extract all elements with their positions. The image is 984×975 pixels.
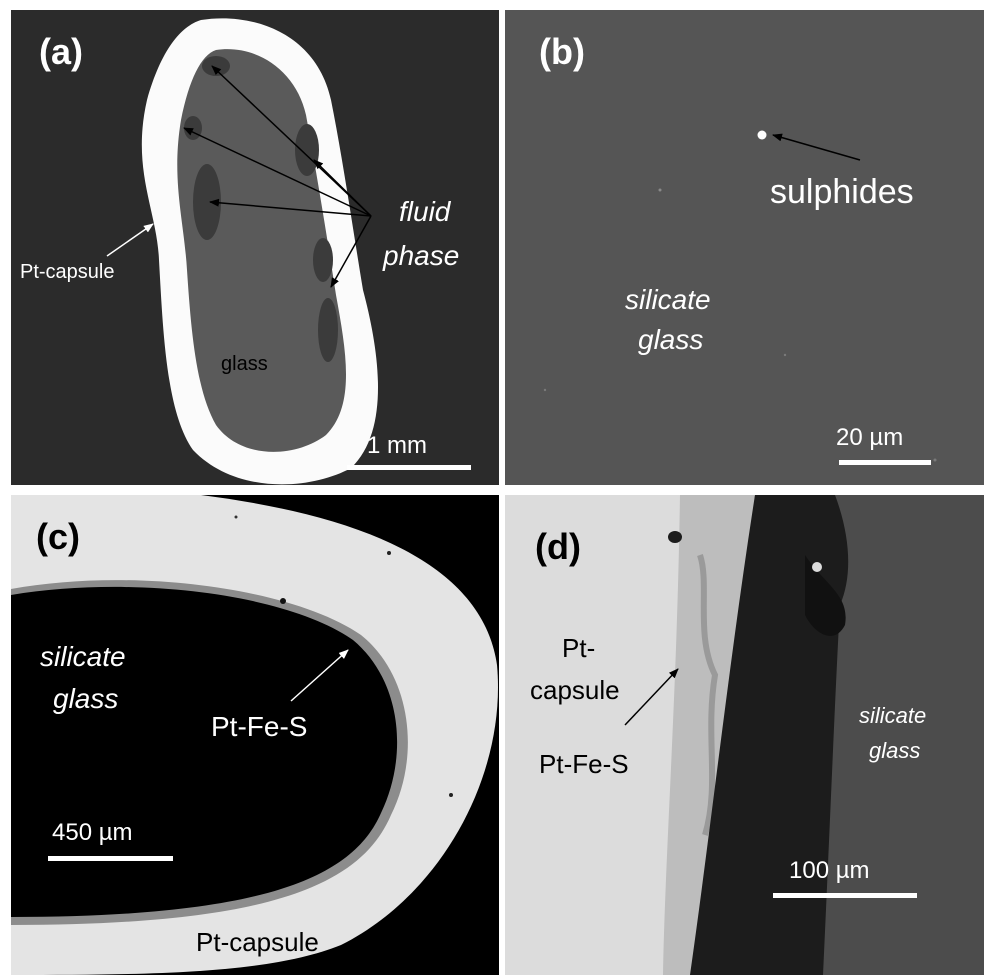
scale-bar-a	[347, 465, 471, 470]
panel-c: (c) silicate glass Pt-Fe-S 450 µm Pt-cap…	[11, 495, 499, 975]
scale-bar-d	[773, 893, 917, 898]
panel-a-label: (a)	[39, 31, 83, 72]
scale-bar-label-d: 100 µm	[789, 857, 870, 884]
silicate-glass-label-2: glass	[869, 738, 921, 763]
panel-a: (a) fluid phase Pt-capsule glass 1 mm	[11, 10, 499, 485]
pt-capsule-label: Pt-capsule	[196, 927, 319, 957]
fluid-blob	[184, 116, 202, 140]
panel-b: (b) sulphides silicate glass 20 µm	[505, 10, 984, 485]
silicate-glass-interior	[11, 586, 398, 917]
sulphides-label: sulphides	[770, 173, 914, 211]
fluid-blob	[295, 124, 319, 176]
pt-fe-s-label: Pt-Fe-S	[539, 749, 629, 779]
sulphide-grain	[658, 188, 662, 192]
sulphide-grain	[783, 353, 787, 357]
panel-c-image	[11, 495, 498, 975]
silicate-glass-label-2: glass	[53, 683, 119, 714]
fluid-phase-label-1: fluid	[399, 196, 451, 227]
scale-bar-label-b: 20 µm	[836, 424, 904, 451]
silicate-glass-label-1: silicate	[40, 641, 126, 672]
pt-capsule-label-2: capsule	[530, 675, 620, 705]
fluid-blob	[193, 164, 221, 240]
scale-bar-label-a: 1 mm	[367, 432, 427, 459]
pt-capsule-label-1: Pt-	[562, 633, 596, 663]
sulphide-grain	[757, 130, 767, 140]
pt-capsule-label: Pt-capsule	[20, 261, 115, 283]
glass-label: glass	[221, 353, 268, 375]
panel-b-image	[543, 130, 937, 462]
pt-fe-s-label: Pt-Fe-S	[211, 711, 308, 742]
fluid-blob	[318, 298, 338, 362]
panel-d: (d) Pt- capsule Pt-Fe-S silicate glass 1…	[505, 495, 984, 975]
panel-d-label: (d)	[535, 526, 581, 567]
scale-bar-b	[839, 460, 931, 465]
scale-bar-c	[48, 856, 173, 861]
silicate-glass-label-1: silicate	[625, 284, 711, 315]
sulphide-grain	[933, 458, 937, 462]
panel-a-image	[106, 18, 378, 485]
panel-c-label: (c)	[36, 516, 80, 557]
panel-d-image	[505, 495, 849, 975]
sulphide-grain	[543, 388, 547, 392]
silicate-glass-label-2: glass	[638, 324, 704, 355]
fluid-blob	[202, 56, 230, 76]
silicate-glass-label-1: silicate	[859, 703, 927, 728]
fluid-phase-label-2: phase	[383, 240, 460, 271]
scale-bar-label-c: 450 µm	[52, 819, 133, 846]
fluid-blob	[313, 238, 333, 282]
panel-b-label: (b)	[539, 31, 585, 72]
